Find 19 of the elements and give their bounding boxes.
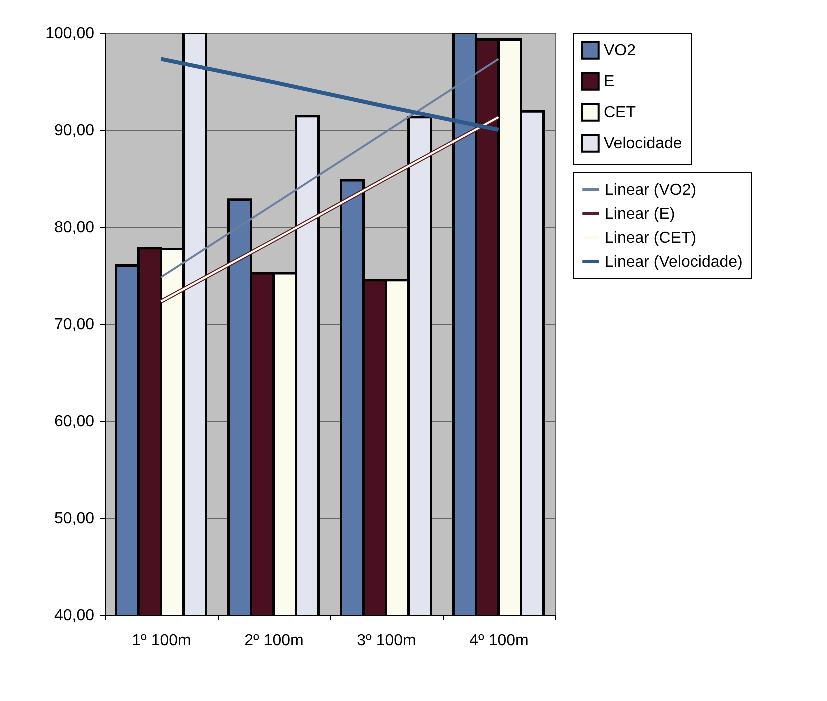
- legend-label: Velocidade: [604, 136, 682, 152]
- legend-label: Linear (E): [605, 206, 676, 223]
- y-tick-label: 80,00: [54, 220, 95, 236]
- legend-label: E: [604, 74, 615, 90]
- x-tick-label: 4º 100m: [470, 632, 529, 650]
- x-tick-label: 3º 100m: [357, 632, 416, 650]
- y-tick-label: 100,00: [46, 26, 95, 42]
- legend-label: CET: [604, 104, 636, 122]
- y-tick-label: 60,00: [54, 414, 95, 430]
- legend-label: Linear (CET): [605, 230, 697, 247]
- legend-label: Linear (VO2): [605, 182, 697, 199]
- x-tick-label: 1º 100m: [132, 632, 192, 650]
- y-tick-label: 40,00: [54, 608, 95, 624]
- y-tick-label: 50,00: [54, 510, 95, 528]
- y-tick-label: 90,00: [54, 122, 95, 140]
- legend-label: VO2: [604, 42, 636, 60]
- legend-label: Linear (Velocidade): [605, 254, 743, 271]
- y-tick-label: 70,00: [54, 316, 95, 334]
- x-tick-label: 2º 100m: [244, 632, 304, 650]
